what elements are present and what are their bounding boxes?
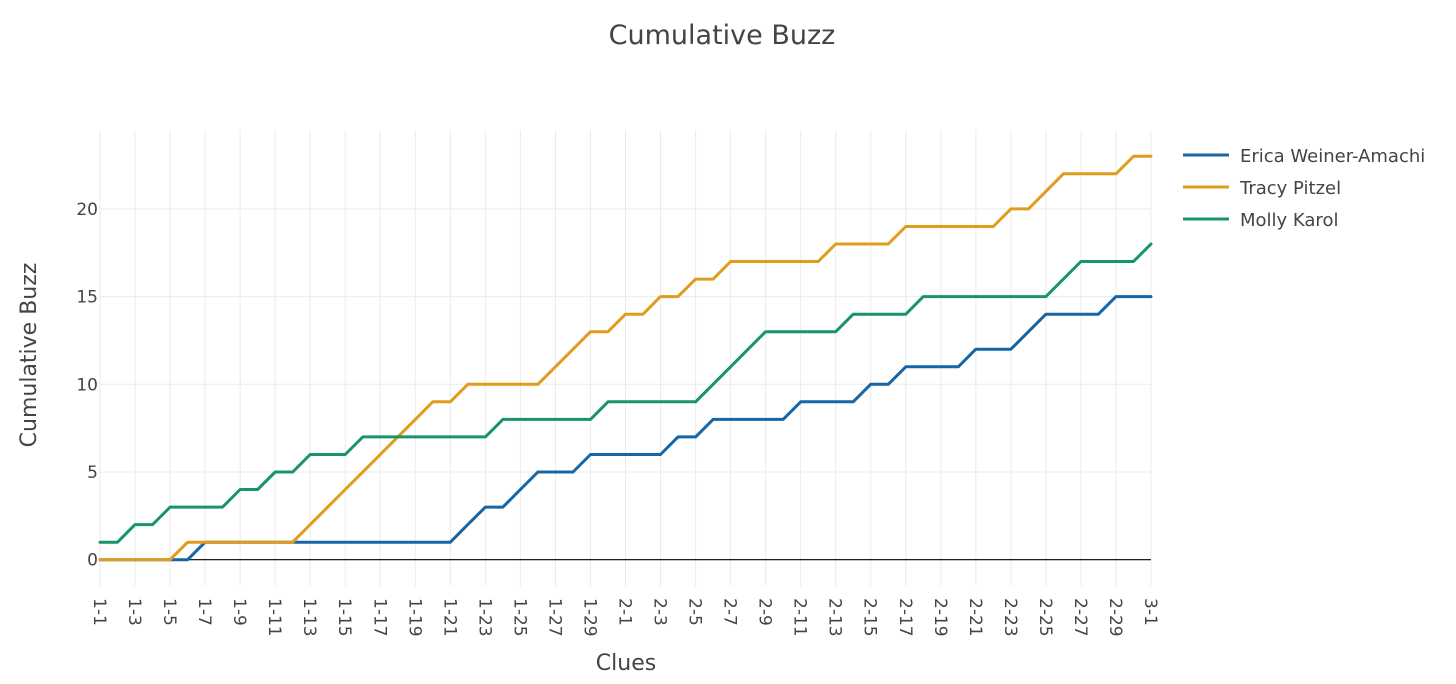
legend-label: Tracy Pitzel [1239, 178, 1341, 199]
x-tick-label: 2-13 [825, 598, 845, 637]
plot-area [98, 154, 1153, 562]
x-tick-label: 1-13 [299, 598, 319, 637]
x-tick-label: 1-1 [89, 598, 109, 626]
y-tick-label: 10 [76, 375, 98, 395]
x-tick-label: 1-9 [229, 598, 249, 626]
x-tick-label: 2-1 [615, 598, 635, 626]
x-tick-label: 2-7 [720, 598, 740, 626]
x-tick-label: 2-27 [1070, 598, 1090, 637]
x-tick-label: 2-3 [650, 598, 670, 626]
legend[interactable]: Erica Weiner-Amachi Tracy Pitzel Molly Kar… [1183, 146, 1425, 231]
y-tick-label: 0 [87, 551, 98, 571]
x-tick-label: 1-11 [264, 598, 284, 637]
x-tick-label: 2-25 [1035, 598, 1055, 637]
legend-label: Erica Weiner-Amachi [1240, 146, 1425, 167]
x-tick-label: 2-5 [685, 598, 705, 626]
chart-title: Cumulative Buzz [609, 20, 836, 51]
series-line-2 [98, 242, 1153, 544]
x-tick-label: 1-19 [404, 598, 424, 637]
x-tick-label: 1-5 [159, 598, 179, 626]
x-tick-label: 3-1 [1140, 598, 1160, 626]
x-tick-label: 1-29 [579, 598, 599, 637]
x-tick-label: 1-21 [439, 598, 459, 637]
x-tick-label: 2-17 [895, 598, 915, 637]
x-tick-label: 1-23 [474, 598, 494, 637]
x-tick-label: 1-15 [334, 598, 354, 637]
x-tick-label: 2-19 [930, 598, 950, 637]
series-line-1 [98, 154, 1153, 562]
legend-label: Molly Karol [1240, 210, 1338, 231]
x-axis-ticks: 1-1 1-3 1-5 1-7 1-9 1-11 1-13 1-15 1-17 1-19 1-21 1… [89, 598, 1160, 637]
y-axis-ticks: 0 5 10 15 20 [76, 200, 98, 571]
x-tick-label: 1-3 [124, 598, 144, 626]
x-tick-label: 1-17 [369, 598, 389, 637]
x-tick-label: 1-7 [194, 598, 214, 626]
x-axis-title: Clues [596, 651, 656, 676]
x-tick-label: 2-21 [965, 598, 985, 637]
gridlines [99, 130, 1152, 586]
x-tick-label: 1-25 [509, 598, 529, 637]
legend-item[interactable]: Molly Karol [1183, 210, 1338, 231]
x-tick-label: 1-27 [544, 598, 564, 637]
y-axis-title: Cumulative Buzz [17, 263, 42, 448]
legend-item[interactable]: Tracy Pitzel [1183, 178, 1341, 199]
x-tick-label: 2-23 [1000, 598, 1020, 637]
x-tick-label: 2-29 [1105, 598, 1125, 637]
y-tick-label: 5 [87, 463, 98, 483]
y-tick-label: 15 [76, 288, 98, 308]
y-tick-label: 20 [76, 200, 98, 220]
legend-item[interactable]: Erica Weiner-Amachi [1183, 146, 1425, 167]
x-tick-label: 2-11 [790, 598, 810, 637]
x-tick-label: 2-15 [860, 598, 880, 637]
x-tick-label: 2-9 [755, 598, 775, 626]
